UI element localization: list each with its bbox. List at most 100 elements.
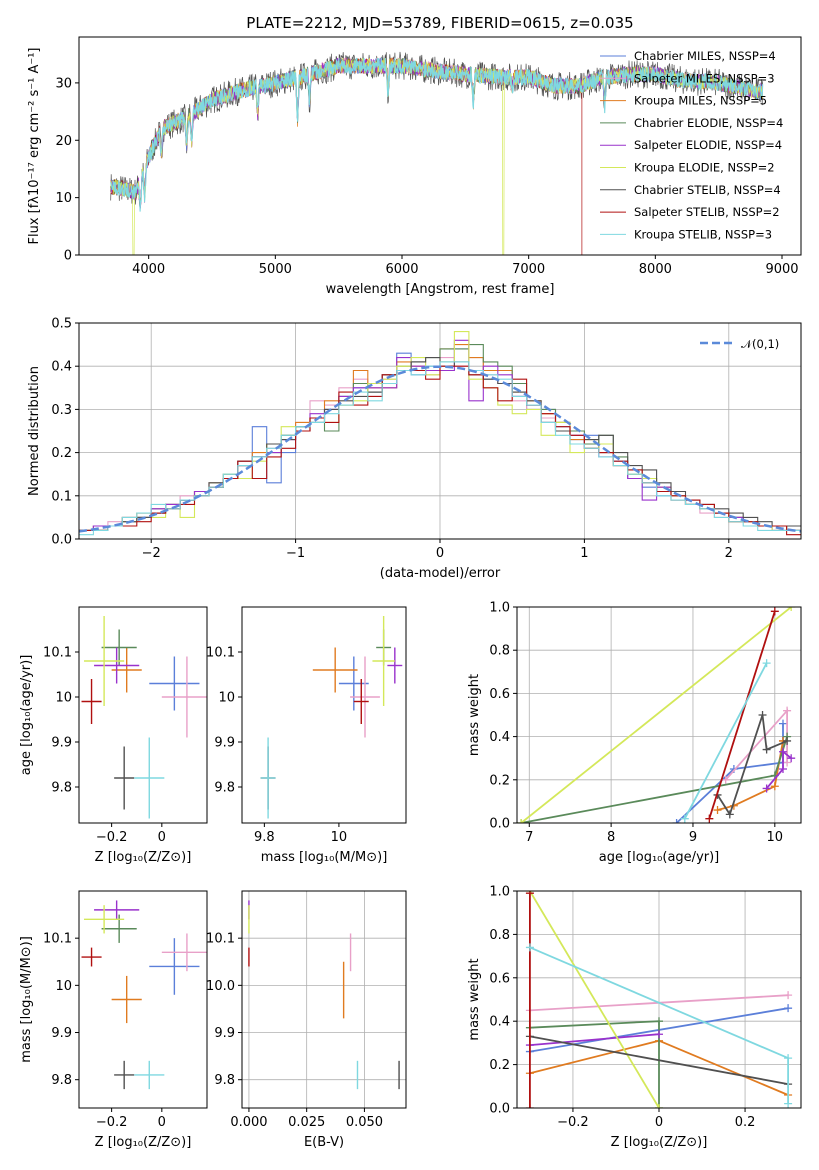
tick-label-y: 0.8 (489, 928, 510, 943)
tick-label-x: 0 (655, 1115, 663, 1130)
tick-label-x: 10 (767, 830, 784, 845)
weight-line (765, 749, 792, 789)
axes-frame (516, 890, 802, 1109)
tick-label-y: 0.6 (489, 971, 510, 986)
tick-label-x: −0.2 (96, 830, 128, 845)
axes-frame (516, 606, 802, 824)
legend-entry: 𝒩(0,1) (741, 337, 779, 351)
axes-frame (78, 36, 802, 256)
y-axis-label: mass weight (467, 958, 482, 1040)
spectrum-line (110, 57, 764, 212)
weight-marker (655, 1104, 663, 1108)
grid-4 (517, 606, 801, 824)
tick-label-y: 9.8 (214, 781, 235, 796)
grid-6 (242, 891, 406, 1108)
x-axis-label: mass [log₁₀(M/M⊙)] (261, 850, 388, 865)
tick-label-x: 0.050 (346, 1115, 383, 1130)
weight-marker (713, 806, 722, 815)
tick-label-y: 0.4 (51, 360, 72, 375)
weight-marker (672, 819, 681, 823)
tick-label-x: 8 (607, 830, 615, 845)
tick-label-x: 2 (725, 546, 733, 561)
tick-label-y: 0.3 (51, 403, 72, 418)
tick-label-y: 0.5 (51, 317, 72, 332)
y-axis-label: Normed distribution (27, 366, 42, 496)
weight-marker (525, 943, 534, 952)
tick-label-x: 0.000 (230, 1115, 267, 1130)
tick-label-y: 9.9 (51, 736, 72, 751)
tick-label-y: 0.4 (489, 730, 510, 745)
y-axis-label: mass weight (467, 674, 482, 756)
weight-marker (725, 810, 734, 819)
tick-label-x: 5000 (259, 262, 292, 277)
legend-entry: Kroupa STELIB, NSSP=3 (634, 227, 772, 241)
weight-marker (784, 1004, 793, 1013)
tick-label-y: 10 (55, 191, 72, 206)
tick-label-y: 9.8 (214, 1073, 235, 1088)
weight-marker (778, 747, 787, 756)
legend-entry: Chabrier STELIB, NSSP=4 (634, 183, 781, 197)
axes-frame (241, 890, 407, 1109)
tick-label-y: 30 (55, 76, 72, 91)
tick-label-x: 7 (525, 830, 533, 845)
tick-label-y: 10 (218, 691, 235, 706)
tick-label-x: −2 (142, 546, 161, 561)
tick-label-y: 9.9 (214, 736, 235, 751)
tick-label-y: 0.0 (489, 817, 510, 832)
tick-label-x: 9000 (765, 262, 798, 277)
tick-label-y: 9.8 (51, 781, 72, 796)
chart-title: PLATE=2212, MJD=53789, FIBERID=0615, z=0… (246, 14, 633, 32)
x-axis-label: Z [log₁₀(Z/Z⊙)] (611, 1135, 708, 1150)
x-axis-label: E(B-V) (304, 1135, 344, 1150)
tick-label-x: 1 (580, 546, 588, 561)
tick-label-y: 20 (55, 134, 72, 149)
weight-marker (762, 784, 771, 793)
tick-label-y: 0.8 (489, 644, 510, 659)
tick-label-x: −0.2 (96, 1115, 128, 1130)
weight-marker (787, 754, 796, 763)
tick-label-y: 0 (64, 249, 72, 264)
weight-marker (784, 1054, 793, 1063)
weight-marker (787, 607, 796, 611)
legend-entry: Kroupa MILES, NSSP=5 (634, 94, 767, 108)
tick-label-y: 0.6 (489, 687, 510, 702)
tick-label-y: 10 (55, 979, 72, 994)
axes-frame (78, 322, 802, 540)
tick-label-y: 0.0 (489, 1102, 510, 1117)
tick-label-y: 0.0 (51, 533, 72, 548)
tick-label-y: 1.0 (489, 885, 510, 900)
weight-marker (655, 1030, 663, 1039)
x-axis-label: (data-model)/error (380, 566, 501, 581)
weight-marker (770, 607, 779, 616)
y-axis-label: age [log₁₀(age/yr)] (19, 655, 34, 776)
weight-marker (783, 736, 792, 745)
tick-label-y: 10.1 (206, 932, 235, 947)
legend-entry: Salpeter ELODIE, NSSP=4 (634, 138, 782, 152)
weight-marker (525, 1104, 534, 1108)
weight-marker (655, 1017, 663, 1026)
x-axis-label: Z [log₁₀(Z/Z⊙)] (95, 1135, 192, 1150)
weight-marker (778, 765, 787, 773)
weight-line (675, 723, 784, 823)
weight-line (529, 1033, 660, 1046)
weight-line (708, 611, 776, 819)
weight-marker (705, 814, 714, 823)
weight-marker (762, 659, 771, 668)
x-axis-label: age [log₁₀(age/yr)] (599, 850, 720, 865)
tick-label-y: 0.1 (51, 489, 72, 504)
tick-label-y: 9.8 (51, 1073, 72, 1088)
weight-marker (784, 991, 793, 1000)
tick-label-x: 10 (331, 830, 348, 845)
tick-label-y: 9.9 (51, 1026, 72, 1041)
weight-line (529, 1035, 789, 1085)
tick-label-x: 6000 (385, 262, 418, 277)
tick-label-y: 10.1 (206, 646, 235, 661)
tick-label-y: 0.2 (489, 773, 510, 788)
y-axis-label: Flux [fλ10⁻¹⁷ erg cm⁻² s⁻¹ A⁻¹] (27, 48, 42, 245)
histogram-step (79, 361, 801, 536)
tick-label-y: 1.0 (489, 601, 510, 616)
tick-label-x: 8000 (639, 262, 672, 277)
legend-entry: Salpeter STELIB, NSSP=2 (634, 205, 780, 219)
tick-label-x: 4000 (132, 262, 165, 277)
